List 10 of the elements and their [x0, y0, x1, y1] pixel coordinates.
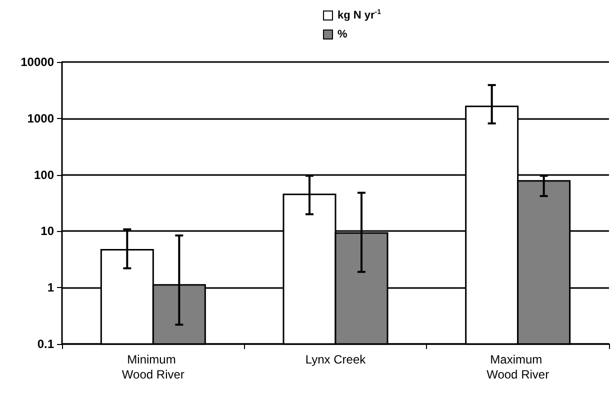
x-tick-label: Lynx Creek	[305, 352, 367, 366]
x-tick-label: Minimum Wood River	[122, 352, 184, 382]
y-tick-label: 1	[47, 280, 54, 295]
y-tick-label: 0.1	[37, 337, 54, 351]
y-tick-label: 10000	[20, 55, 54, 69]
x-tick-label: Maximum Wood River	[486, 352, 550, 382]
y-tick-label: 100	[34, 168, 54, 182]
y-tick-label: 1000	[27, 111, 54, 126]
legend-label: %	[338, 28, 348, 40]
y-tick-label: 10	[40, 224, 54, 238]
